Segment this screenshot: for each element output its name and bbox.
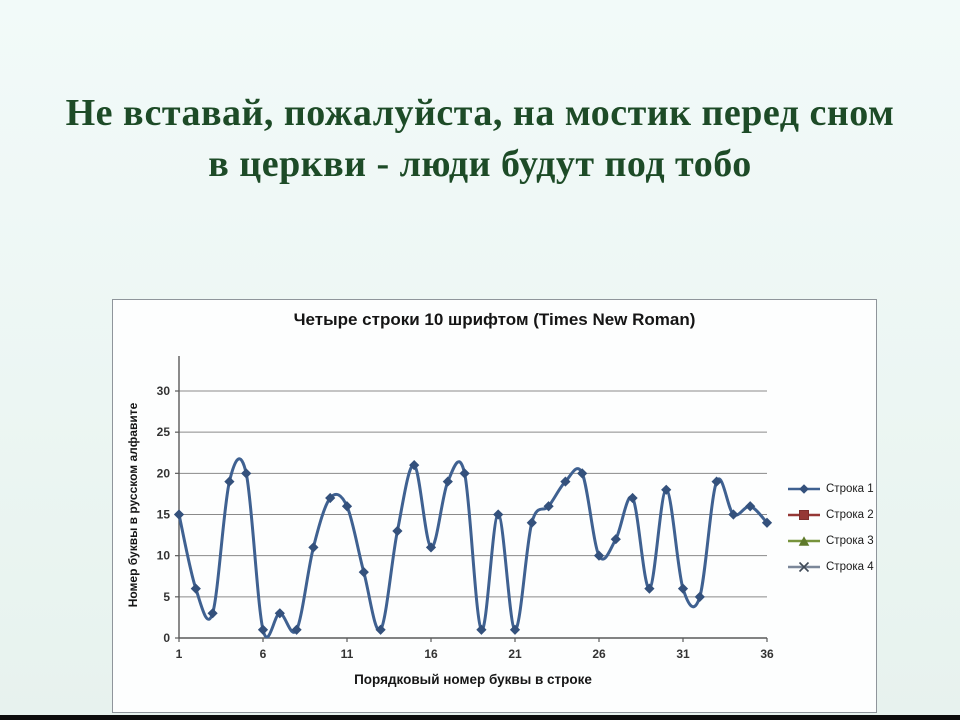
slide-title: Не вставай, пожалуйста, на мостик перед … [30, 88, 930, 190]
data-point-marker [711, 476, 722, 487]
legend-label-3: Строка 3 [826, 534, 874, 547]
slide-title-line-1: Не вставай, пожалуйста, на мостик перед … [65, 92, 895, 134]
x-tick-label: 31 [676, 647, 690, 661]
y-tick-label: 5 [163, 590, 170, 604]
data-point-marker [761, 517, 773, 528]
data-point-marker [543, 501, 554, 512]
series-line [177, 457, 769, 639]
data-point-marker [425, 542, 437, 553]
data-point-marker [526, 517, 537, 528]
data-point-marker [694, 591, 705, 602]
data-point-marker [291, 624, 302, 635]
data-point-marker [257, 624, 269, 635]
data-point-marker [325, 492, 336, 504]
chart-panel: Четыре строки 10 шрифтом (Times New Roma… [112, 299, 877, 713]
y-axis-title: Номер буквы в русском алфавите [126, 402, 140, 608]
data-point-marker [476, 624, 487, 635]
x-tick-label: 1 [176, 647, 183, 661]
x-tick-label: 36 [760, 647, 774, 661]
legend-label-1: Строка 1 [826, 482, 874, 495]
legend: Строка 1 Строка 2 Строка 3 Строка 4 [787, 480, 874, 575]
x-tick-label: 11 [341, 647, 354, 661]
data-point-marker [459, 468, 470, 479]
data-point-marker [577, 468, 588, 479]
y-tick-label: 30 [157, 384, 171, 398]
data-point-marker [627, 492, 638, 504]
data-point-marker [173, 509, 185, 520]
data-point-marker [728, 509, 739, 520]
data-point-marker [745, 501, 756, 512]
triangle-marker-icon [788, 535, 820, 546]
diamond-marker-icon [788, 483, 820, 494]
data-point-marker [341, 501, 353, 512]
legend-label-4: Строка 4 [826, 560, 874, 573]
slide-title-line-2: в церкви - люди будут под тобо [208, 143, 752, 185]
x-tick-label: 6 [260, 647, 267, 661]
legend-label-2: Строка 2 [826, 508, 874, 521]
data-point-marker [409, 459, 420, 471]
data-point-marker [560, 476, 571, 487]
data-point-marker [274, 608, 285, 619]
x-marker-icon [788, 561, 820, 572]
data-point-marker [375, 624, 386, 635]
chart-title: Четыре строки 10 шрифтом (Times New Roma… [293, 310, 696, 329]
data-point-marker [493, 509, 504, 520]
data-point-marker [644, 583, 655, 594]
data-point-marker [509, 624, 521, 635]
data-point-marker [308, 542, 319, 553]
data-point-marker [224, 476, 235, 487]
data-point-marker [661, 484, 672, 495]
x-tick-label: 21 [508, 647, 522, 661]
data-point-marker [190, 583, 201, 594]
data-point-marker [442, 476, 453, 487]
y-tick-label: 10 [157, 549, 171, 563]
data-point-marker [392, 525, 403, 537]
y-tick-label: 0 [163, 631, 170, 645]
x-tick-label: 26 [592, 647, 606, 661]
y-tick-label: 25 [157, 425, 171, 439]
data-point-marker [677, 583, 689, 594]
square-marker-icon [788, 509, 820, 520]
x-tick-label: 16 [424, 647, 438, 661]
data-point-marker [610, 534, 621, 545]
legend-item-4: Строка 4 [787, 558, 874, 575]
data-point-marker [241, 468, 252, 479]
x-axis-title: Порядковый номер буквы в строке [354, 672, 592, 687]
legend-item-2: Строка 2 [787, 506, 874, 523]
legend-item-3: Строка 3 [787, 532, 874, 549]
bottom-bar [0, 715, 960, 720]
y-tick-label: 20 [157, 466, 171, 480]
legend-item-1: Строка 1 [787, 480, 874, 497]
data-point-marker [358, 567, 369, 578]
data-point-marker [593, 550, 605, 561]
data-point-marker [207, 608, 218, 619]
y-tick-label: 15 [157, 508, 171, 522]
